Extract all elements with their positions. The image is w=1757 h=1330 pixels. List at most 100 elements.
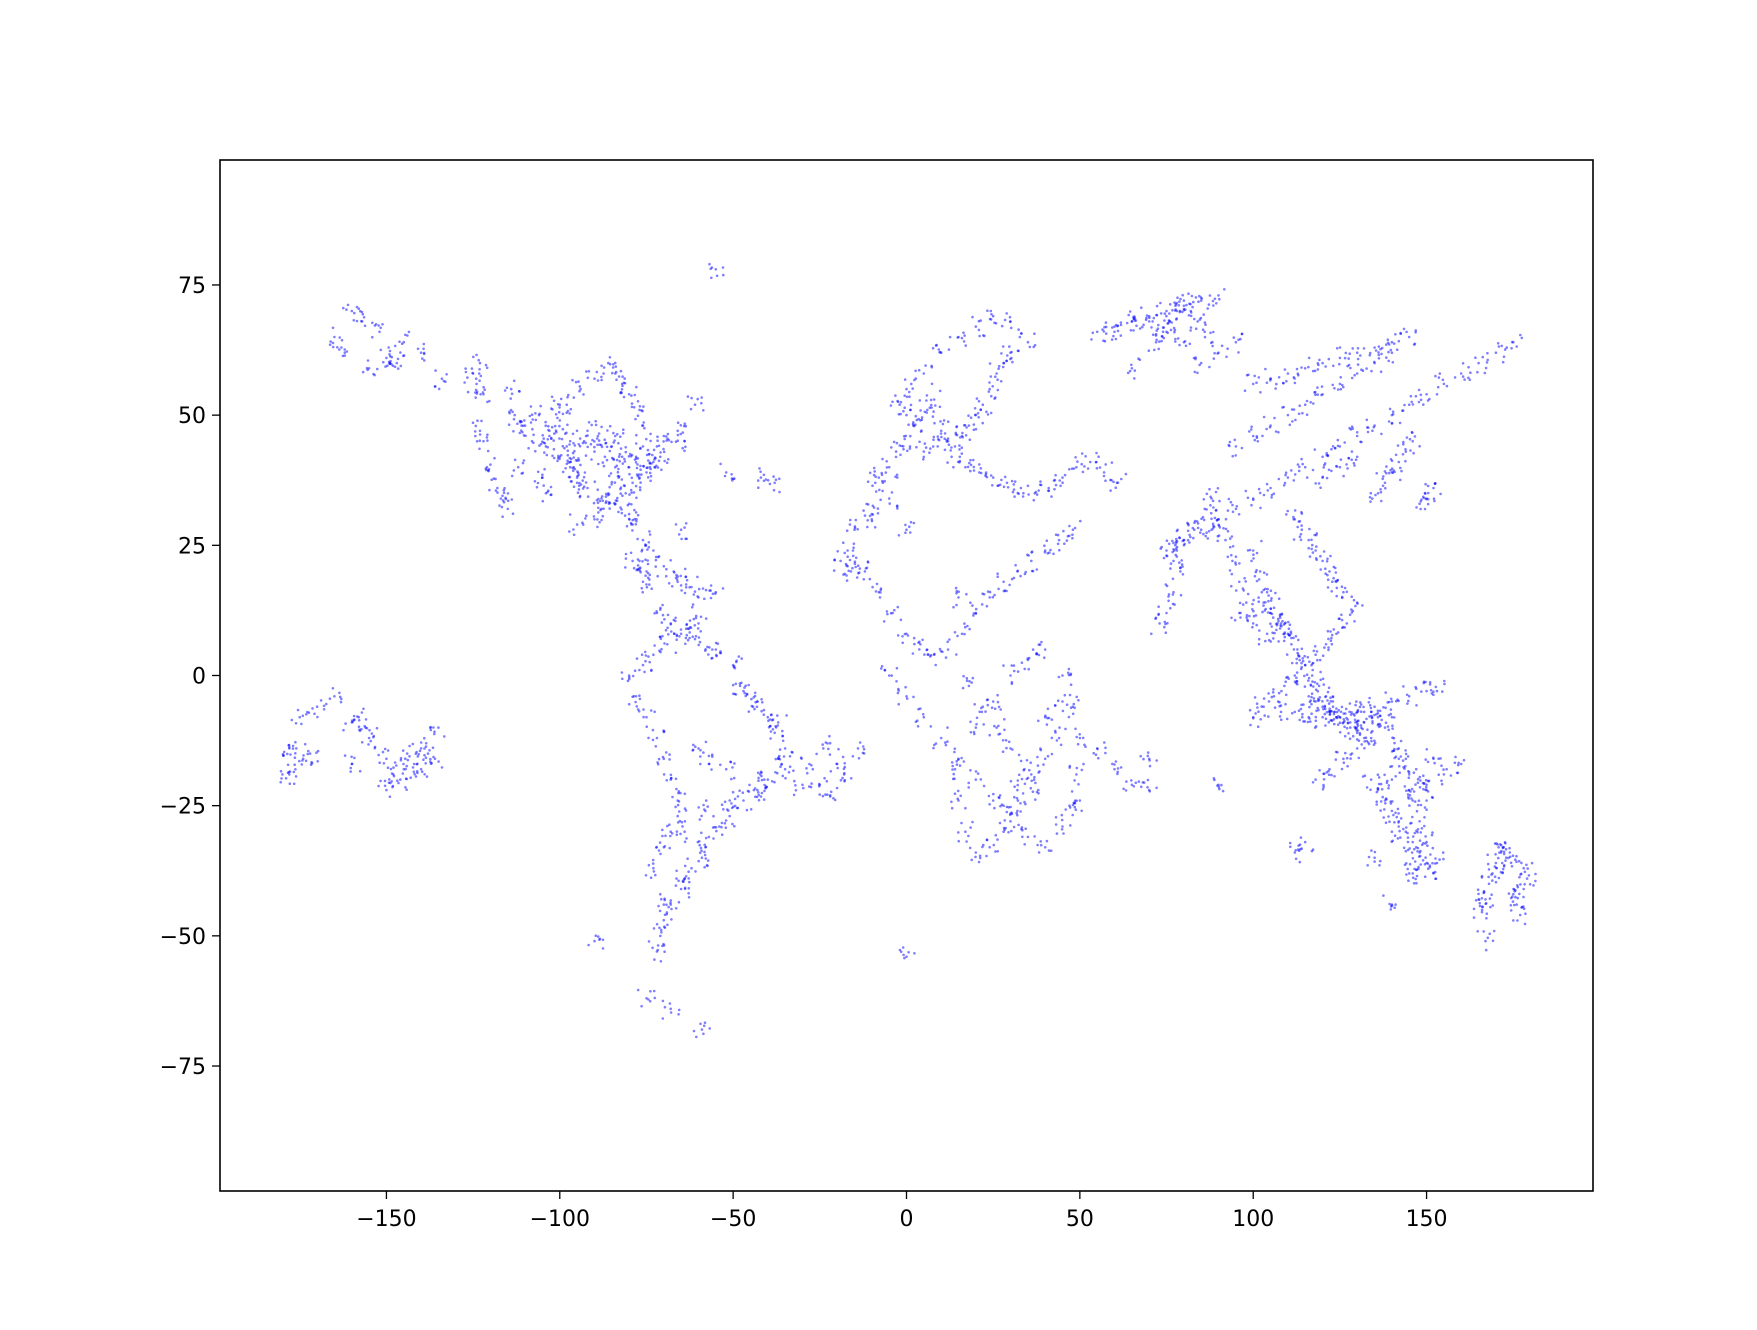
data-point bbox=[862, 509, 865, 512]
data-point bbox=[1277, 597, 1281, 600]
data-point bbox=[1468, 378, 1472, 382]
data-point bbox=[1147, 349, 1151, 353]
data-point bbox=[1405, 789, 1408, 793]
data-point bbox=[1268, 426, 1272, 429]
data-point bbox=[1046, 707, 1050, 711]
data-point bbox=[1423, 806, 1427, 809]
data-point bbox=[999, 708, 1002, 711]
data-point bbox=[1363, 740, 1366, 743]
data-point bbox=[960, 756, 963, 760]
data-point bbox=[1080, 809, 1083, 813]
data-point bbox=[1404, 459, 1407, 463]
data-point bbox=[1205, 531, 1208, 534]
data-point bbox=[1005, 481, 1009, 485]
data-point bbox=[909, 403, 913, 407]
data-point bbox=[1300, 703, 1303, 707]
data-point bbox=[1138, 327, 1142, 330]
data-point bbox=[385, 788, 388, 792]
data-point bbox=[1442, 773, 1446, 776]
data-point bbox=[638, 668, 641, 672]
data-point bbox=[1196, 526, 1200, 530]
data-point bbox=[1129, 329, 1133, 332]
data-point bbox=[503, 486, 506, 490]
data-point bbox=[956, 336, 959, 339]
data-point bbox=[1377, 725, 1381, 729]
data-point bbox=[1071, 813, 1074, 817]
data-point bbox=[1380, 788, 1384, 791]
data-point bbox=[575, 429, 579, 433]
data-point bbox=[975, 722, 978, 726]
data-point bbox=[1415, 687, 1418, 690]
data-point bbox=[654, 558, 658, 562]
data-point bbox=[360, 711, 364, 714]
data-point bbox=[1102, 471, 1106, 474]
data-point bbox=[676, 433, 680, 437]
data-point bbox=[1484, 898, 1487, 901]
data-point bbox=[474, 377, 478, 381]
data-point bbox=[1038, 483, 1042, 487]
data-point bbox=[1330, 590, 1333, 593]
data-point bbox=[919, 643, 922, 646]
data-point bbox=[610, 480, 614, 484]
data-point bbox=[684, 627, 688, 630]
data-point bbox=[627, 466, 630, 469]
data-point bbox=[772, 475, 775, 478]
data-point bbox=[1320, 385, 1324, 388]
data-point bbox=[995, 372, 998, 375]
data-point bbox=[987, 390, 991, 393]
data-point bbox=[1481, 355, 1484, 359]
data-point bbox=[780, 763, 783, 766]
data-point bbox=[1159, 301, 1162, 305]
data-point bbox=[970, 858, 973, 862]
data-point bbox=[1072, 702, 1076, 706]
data-point bbox=[620, 455, 624, 459]
data-point bbox=[1402, 440, 1405, 444]
data-point bbox=[1193, 528, 1196, 531]
data-point bbox=[1095, 466, 1099, 470]
x-tick-label: −100 bbox=[530, 1207, 590, 1232]
data-point bbox=[1174, 543, 1177, 547]
data-point bbox=[634, 455, 638, 459]
data-point bbox=[968, 461, 971, 465]
data-point bbox=[696, 397, 699, 401]
data-point bbox=[1032, 498, 1036, 502]
data-point bbox=[1171, 602, 1175, 606]
data-point bbox=[1101, 328, 1104, 331]
data-point bbox=[1257, 487, 1261, 491]
data-point bbox=[607, 500, 611, 504]
data-point bbox=[768, 718, 772, 721]
data-point bbox=[636, 463, 639, 466]
data-point bbox=[1416, 850, 1419, 853]
data-point bbox=[1261, 610, 1264, 614]
data-point bbox=[951, 764, 954, 768]
data-point bbox=[1287, 620, 1290, 624]
data-point bbox=[1343, 356, 1347, 360]
data-point bbox=[958, 455, 962, 459]
data-point bbox=[1311, 543, 1314, 547]
data-point bbox=[1424, 497, 1428, 501]
data-point bbox=[1300, 528, 1304, 531]
data-point bbox=[776, 724, 780, 727]
data-point bbox=[425, 775, 429, 778]
data-point bbox=[640, 653, 644, 656]
data-point bbox=[1326, 557, 1329, 561]
data-point bbox=[581, 487, 585, 490]
data-point bbox=[1059, 743, 1063, 747]
data-point bbox=[1167, 595, 1170, 598]
data-point bbox=[601, 947, 605, 950]
data-point bbox=[708, 262, 711, 266]
data-point bbox=[1285, 717, 1289, 721]
data-point bbox=[1171, 593, 1175, 596]
data-point bbox=[901, 641, 904, 645]
data-point bbox=[430, 761, 433, 765]
data-point bbox=[1514, 889, 1517, 892]
data-point bbox=[1402, 846, 1406, 850]
data-point bbox=[1178, 561, 1181, 564]
data-point bbox=[630, 491, 633, 494]
data-point bbox=[383, 747, 387, 751]
data-point bbox=[659, 960, 663, 963]
data-point bbox=[634, 417, 637, 421]
data-point bbox=[895, 666, 899, 670]
data-point bbox=[670, 907, 673, 911]
data-point bbox=[702, 1032, 705, 1036]
